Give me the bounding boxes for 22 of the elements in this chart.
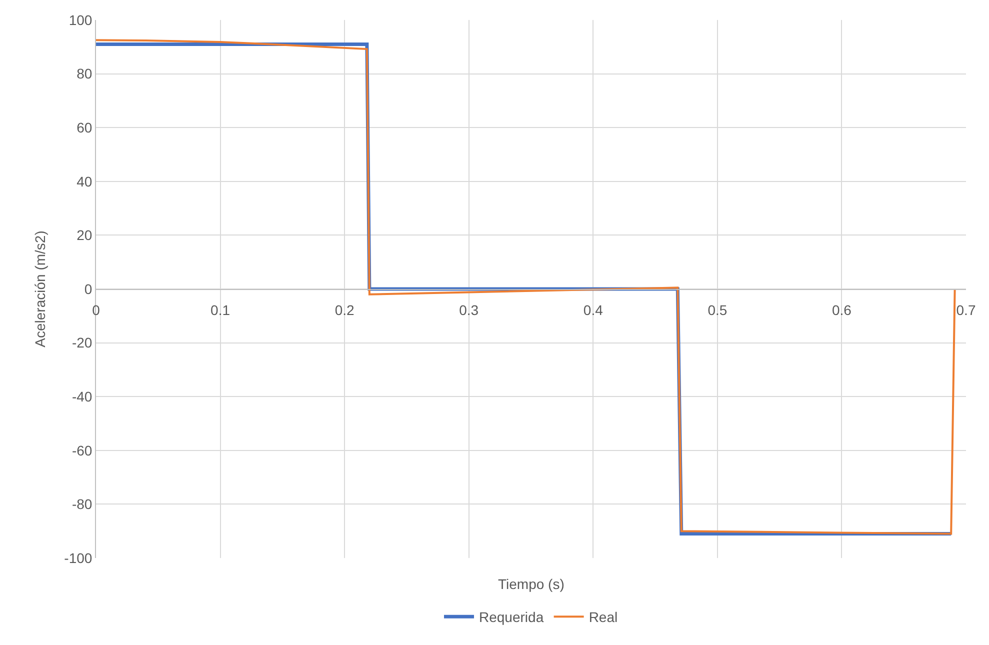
y-tick-label: 40 [76, 173, 92, 190]
y-axis-title: Aceleración (m/s2) [32, 230, 48, 348]
y-tick-label: -80 [72, 496, 92, 512]
y-tick-label: -40 [72, 388, 92, 404]
y-tick-label: 100 [68, 12, 92, 28]
y-tick-label: -60 [72, 442, 92, 458]
x-tick-label: 0.2 [334, 302, 355, 318]
x-tick-label: 0.1 [210, 302, 230, 318]
legend-label: Requerida [479, 609, 544, 626]
x-axis-title: Tiempo (s) [498, 576, 564, 592]
legend-label: Real [588, 609, 618, 626]
x-tick-label: 0.7 [956, 302, 976, 318]
y-tick-label: 60 [76, 120, 92, 136]
y-tick-label: 80 [76, 66, 92, 82]
y-tick-label: -100 [64, 550, 92, 566]
x-tick-label: 0.3 [459, 302, 479, 318]
x-tick-label: 0.4 [583, 302, 604, 318]
y-tick-label: -20 [72, 334, 92, 351]
x-tick-label: 0.5 [708, 302, 728, 318]
x-tick-label: 0.6 [832, 302, 852, 318]
y-tick-label: 20 [76, 227, 92, 244]
y-tick-label: 0 [84, 280, 92, 297]
